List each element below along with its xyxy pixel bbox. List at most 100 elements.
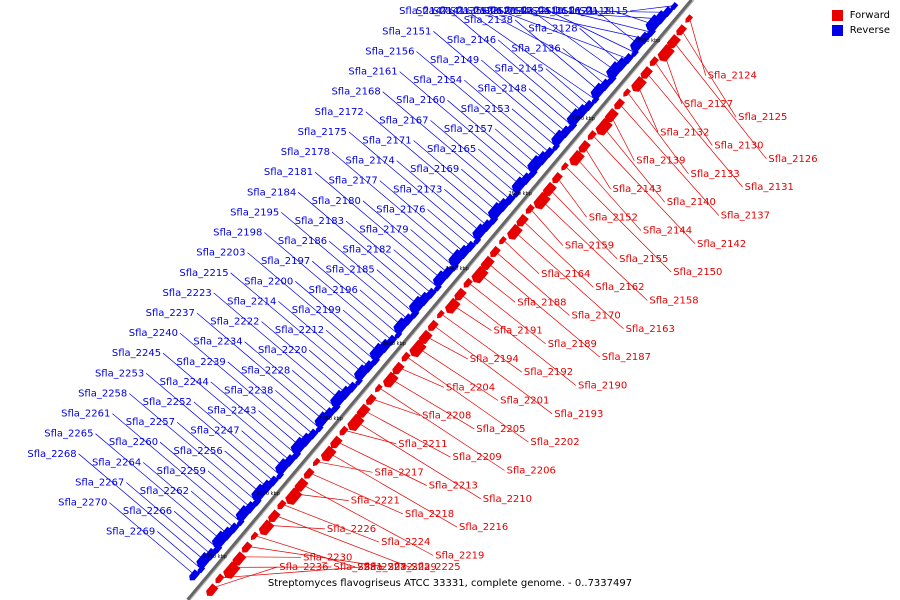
gene-label: Sfla_2208 [422,411,471,422]
reverse-gene-glyph [487,202,505,220]
genome-caption: Streptomyces flavogriseus ATCC 33331, co… [267,578,633,589]
label-leader [278,301,365,375]
reverse-gene-glyph [551,129,567,146]
label-leader [311,260,399,335]
forward-gene-glyph [445,297,461,314]
gene-label: Sfla_2228 [241,365,290,376]
gene-label: Sfla_2253 [95,368,144,379]
gene-label: Sfla_2217 [375,467,424,478]
label-leader [219,566,362,579]
label-leader [343,429,397,445]
label-leader [520,218,594,288]
label-leader [413,140,500,214]
legend-forward: Forward [831,8,890,23]
label-leader [618,102,720,216]
gene-label: Sfla_2210 [483,494,532,505]
forward-gene-glyph [427,319,439,331]
gene-label: Sfla_2122 [498,6,547,17]
gene-label: Sfla_2247 [190,426,239,437]
label-leader [331,151,461,261]
gene-label: Sfla_2226 [327,524,376,535]
label-leader [467,282,546,345]
gene-label: Sfla_2260 [109,437,158,448]
gene-label: Sfla_2141 [416,6,465,17]
forward-gene-glyph [480,255,495,271]
gene-label: Sfla_2175 [298,127,347,138]
label-leader [464,79,551,154]
reverse-gene-glyph [197,565,206,574]
gene-label: Sfla_2245 [112,348,161,359]
forward-gene-glyph [595,117,613,136]
reverse-gene-glyph [369,342,387,361]
label-leader [503,239,540,275]
label-leader [405,355,529,443]
reverse-gene-glyph [354,364,370,381]
gene-label: Sfla_2160 [396,95,445,106]
reverse-gene-glyph [590,82,607,99]
gene-label: Sfla_2223 [162,288,211,299]
label-leader [281,212,410,321]
label-leader [596,10,641,47]
label-leader [156,531,202,570]
label-leader [145,373,275,482]
label-leader [562,48,607,87]
reverse-gene-glyph [393,317,409,334]
gene-label: Sfla_2155 [619,254,668,265]
gene-label: Sfla_2264 [92,457,141,468]
gene-label: Sfla_2146 [447,35,496,46]
gene-label: Sfla_2116 [531,6,580,17]
forward-gene-glyph [437,309,445,319]
reverse-gene-glyph [237,518,245,527]
gene-label: Sfla_2234 [193,337,242,348]
gene-label: Sfla_2125 [738,112,787,123]
label-leader [78,453,207,563]
label-leader [653,60,713,146]
gene-label: Sfla_2262 [140,486,189,497]
label-leader [112,413,241,523]
gene-label: Sfla_2261 [61,409,110,420]
axis-tick-label: 2580 kbp [637,38,661,44]
label-leader [292,370,337,409]
label-leader [450,10,579,120]
label-leader [297,192,427,301]
gene-label: Sfla_2158 [649,296,698,307]
forward-gene-glyph [631,76,647,92]
forward-gene-glyph [285,487,303,505]
label-leader [176,421,264,496]
gene-label: Sfla_2243 [207,406,256,417]
label-leader [644,70,743,188]
label-leader [574,155,642,231]
forward-gene-glyph [418,329,433,344]
forward-gene-glyph [215,573,225,584]
gene-label: Sfla_2219 [435,551,484,562]
label-leader [528,88,574,127]
gene-label: Sfla_2270 [58,498,107,509]
gene-label: Sfla_2225 [411,562,460,573]
reverse-gene-glyph [631,48,639,58]
reverse-gene-glyph [251,483,269,502]
reverse-gene-glyph [607,74,617,85]
gene-label: Sfla_2189 [548,339,597,350]
gene-label: Sfla_2123 [450,6,499,17]
forward-swatch [831,10,843,21]
gene-label: Sfla_2218 [405,509,454,520]
gene-label: Sfla_2177 [329,176,378,187]
reverse-gene-glyph [591,95,600,105]
reverse-gene-glyph [331,403,341,413]
forward-gene-glyph [313,457,321,467]
gene-label: Sfla_2136 [511,43,560,54]
gene-label: Sfla_2172 [315,107,364,118]
gene-label: Sfla_2115 [579,6,628,17]
label-leader [680,28,737,118]
gene-label: Sfla_2190 [578,381,627,392]
gene-label: Sfla_2161 [348,67,397,78]
label-leader [511,229,624,330]
label-leader [308,471,404,515]
gene-label: Sfla_2195 [230,207,279,218]
reverse-gene-glyph [646,27,656,38]
reverse-gene-glyph [473,236,482,246]
label-leader [430,120,517,194]
forward-gene-glyph [223,561,241,579]
gene-label: Sfla_2259 [157,466,206,477]
